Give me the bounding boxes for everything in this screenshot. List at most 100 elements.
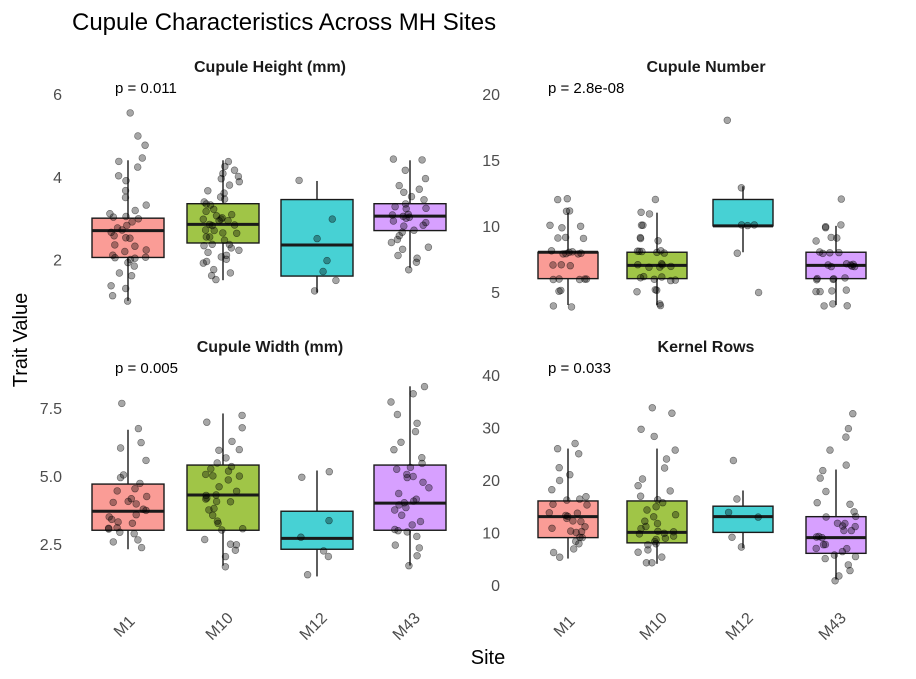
data-point [849, 410, 857, 418]
data-point [579, 234, 588, 243]
y-tick-label: 2.5 [40, 537, 62, 554]
facet-panel: Cupule Number p = 2.8e-08 5 10 15 20 [482, 59, 867, 311]
data-point [137, 438, 145, 447]
facet-panel: Cupule Height (mm) p = 0.011 2 4 6 [53, 59, 447, 305]
data-point [137, 543, 146, 552]
data-point [398, 245, 407, 254]
data-point [413, 552, 421, 560]
x-tick-label: M43 [816, 610, 850, 644]
data-point [226, 540, 235, 548]
data-point [313, 234, 321, 243]
data-point [652, 503, 660, 511]
data-point [122, 212, 130, 221]
data-point [657, 260, 666, 268]
data-point [212, 491, 220, 499]
data-point [232, 541, 241, 549]
data-point [391, 506, 399, 514]
data-point [219, 229, 227, 237]
data-point [842, 286, 850, 294]
data-point [127, 272, 136, 280]
data-point [389, 217, 398, 225]
data-point [142, 201, 150, 209]
data-point [652, 540, 660, 548]
data-point [209, 472, 217, 480]
data-point [107, 228, 115, 237]
data-point [422, 218, 430, 227]
data-point [812, 544, 820, 553]
data-point [134, 132, 142, 140]
data-point [554, 234, 562, 242]
data-point [221, 563, 230, 571]
data-point [332, 276, 340, 285]
data-point [650, 432, 658, 441]
data-point [660, 249, 668, 257]
data-point [578, 533, 586, 542]
facet-panels: Cupule Height (mm) p = 0.011 2 4 6 Cupule Num… [40, 59, 867, 644]
x-tick-label: M12 [297, 610, 331, 644]
data-point [652, 535, 660, 544]
data-point [660, 529, 668, 537]
x-tick-label: M12 [723, 610, 757, 644]
data-point [831, 577, 839, 585]
data-point [645, 263, 653, 271]
data-point [201, 226, 210, 234]
data-point [633, 288, 641, 296]
data-point [581, 275, 589, 283]
data-point [393, 235, 402, 244]
data-point [388, 211, 397, 219]
x-tick-label: M10 [637, 610, 671, 644]
data-point [737, 543, 746, 551]
data-point [131, 254, 139, 262]
data-point [224, 157, 233, 166]
data-point [841, 274, 849, 282]
data-point [754, 288, 763, 297]
data-point [658, 553, 666, 561]
data-point [225, 240, 234, 249]
data-point [130, 529, 138, 538]
data-point [813, 499, 821, 507]
data-point [116, 444, 125, 452]
data-point [420, 382, 429, 391]
data-point [113, 524, 121, 532]
data-point [643, 506, 651, 514]
data-point [812, 533, 821, 541]
data-point [425, 484, 433, 492]
data-point [822, 513, 830, 521]
data-point [827, 233, 835, 242]
data-point [387, 238, 396, 247]
data-point [555, 275, 563, 283]
data-point [295, 176, 303, 185]
data-point [403, 528, 411, 536]
data-point [728, 533, 736, 541]
facet-title: Cupule Height (mm) [194, 59, 346, 76]
data-point [218, 526, 226, 534]
data-point [638, 247, 646, 256]
data-point [134, 536, 142, 544]
data-point [391, 541, 399, 549]
data-point [121, 186, 130, 195]
data-point [118, 399, 126, 408]
data-point [822, 487, 830, 496]
data-point [221, 552, 230, 561]
data-point [549, 500, 557, 508]
data-point [566, 471, 574, 479]
data-point [409, 472, 417, 481]
data-point [850, 508, 858, 516]
data-point [729, 456, 738, 465]
x-axis-title: Site [471, 647, 505, 669]
data-point [400, 188, 408, 197]
data-point [641, 517, 649, 525]
data-point [134, 163, 142, 171]
box-M12 [712, 505, 774, 534]
data-point [574, 250, 582, 258]
data-point [743, 221, 752, 230]
p-value-label: p = 0.005 [115, 360, 178, 377]
data-point [648, 559, 656, 567]
data-point [837, 195, 845, 203]
data-point [142, 246, 150, 254]
data-point [222, 251, 231, 260]
data-point [546, 221, 554, 230]
data-point [226, 269, 235, 277]
data-point [201, 535, 209, 544]
data-point [557, 286, 565, 295]
